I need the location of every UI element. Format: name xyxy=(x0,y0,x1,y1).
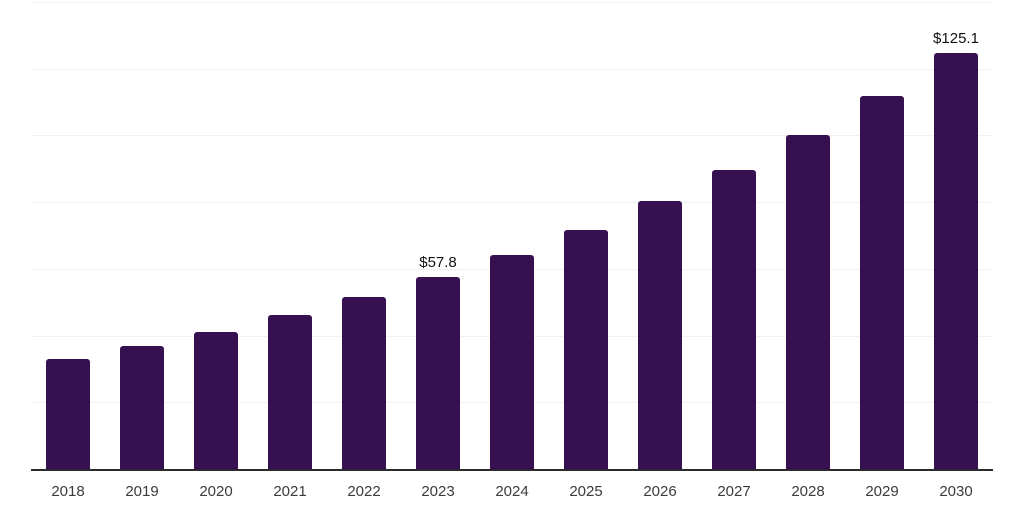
bar-slot-2030: $125.1 xyxy=(919,3,993,470)
x-axis-line xyxy=(31,469,993,471)
x-tick-label-2030: 2030 xyxy=(939,483,973,500)
bars-container: $57.8 $125.1 xyxy=(31,3,993,470)
value-label-2030: $125.1 xyxy=(933,29,979,47)
bar-slot-2021 xyxy=(253,3,327,470)
x-tick-label-2018: 2018 xyxy=(51,483,85,500)
bar-2030: $125.1 xyxy=(933,31,979,470)
bar-2026 xyxy=(638,201,682,470)
bar-slot-2028 xyxy=(771,3,845,470)
x-tick-label-2019: 2019 xyxy=(125,483,159,500)
x-tick-label-2027: 2027 xyxy=(717,483,751,500)
gridline xyxy=(31,68,993,70)
plot-area: $57.8 $125.1 xyxy=(31,2,993,471)
bar-slot-2022 xyxy=(327,3,401,470)
bar-slot-2029 xyxy=(845,3,919,470)
x-tick-label-2028: 2028 xyxy=(791,483,825,500)
bar-slot-2024 xyxy=(475,3,549,470)
x-tick-label-2020: 2020 xyxy=(199,483,233,500)
bar-2024 xyxy=(490,254,534,470)
bar-slot-2023: $57.8 xyxy=(401,3,475,470)
bar-2022 xyxy=(342,297,386,470)
x-tick-label-2025: 2025 xyxy=(569,483,603,500)
bar-2021 xyxy=(268,315,312,470)
bar-2027 xyxy=(712,170,756,470)
bar-2018 xyxy=(46,358,90,470)
bar-slot-2019 xyxy=(105,3,179,470)
bar-slot-2018 xyxy=(31,3,105,470)
bar-2028 xyxy=(786,135,830,470)
bar-slot-2025 xyxy=(549,3,623,470)
x-axis-tick-labels: 2018 2019 2020 2021 2022 2023 2024 2025 2026 2027… xyxy=(31,483,993,501)
bar-2023: $57.8 xyxy=(416,255,460,470)
bar-slot-2020 xyxy=(179,3,253,470)
x-tick-label-2024: 2024 xyxy=(495,483,529,500)
x-tick-label-2022: 2022 xyxy=(347,483,381,500)
bar-2019 xyxy=(120,345,164,470)
bar-2025 xyxy=(564,229,608,470)
value-label-2023: $57.8 xyxy=(419,254,457,272)
gridline xyxy=(31,135,993,137)
bar-slot-2026 xyxy=(623,3,697,470)
bar-2029 xyxy=(860,96,904,470)
bar-2020 xyxy=(194,331,238,470)
gridline xyxy=(31,202,993,204)
x-tick-label-2023: 2023 xyxy=(421,483,455,500)
bar-slot-2027 xyxy=(697,3,771,470)
x-tick-label-2021: 2021 xyxy=(273,483,307,500)
x-tick-label-2026: 2026 xyxy=(643,483,677,500)
x-tick-label-2029: 2029 xyxy=(865,483,899,500)
gridline xyxy=(31,2,993,3)
